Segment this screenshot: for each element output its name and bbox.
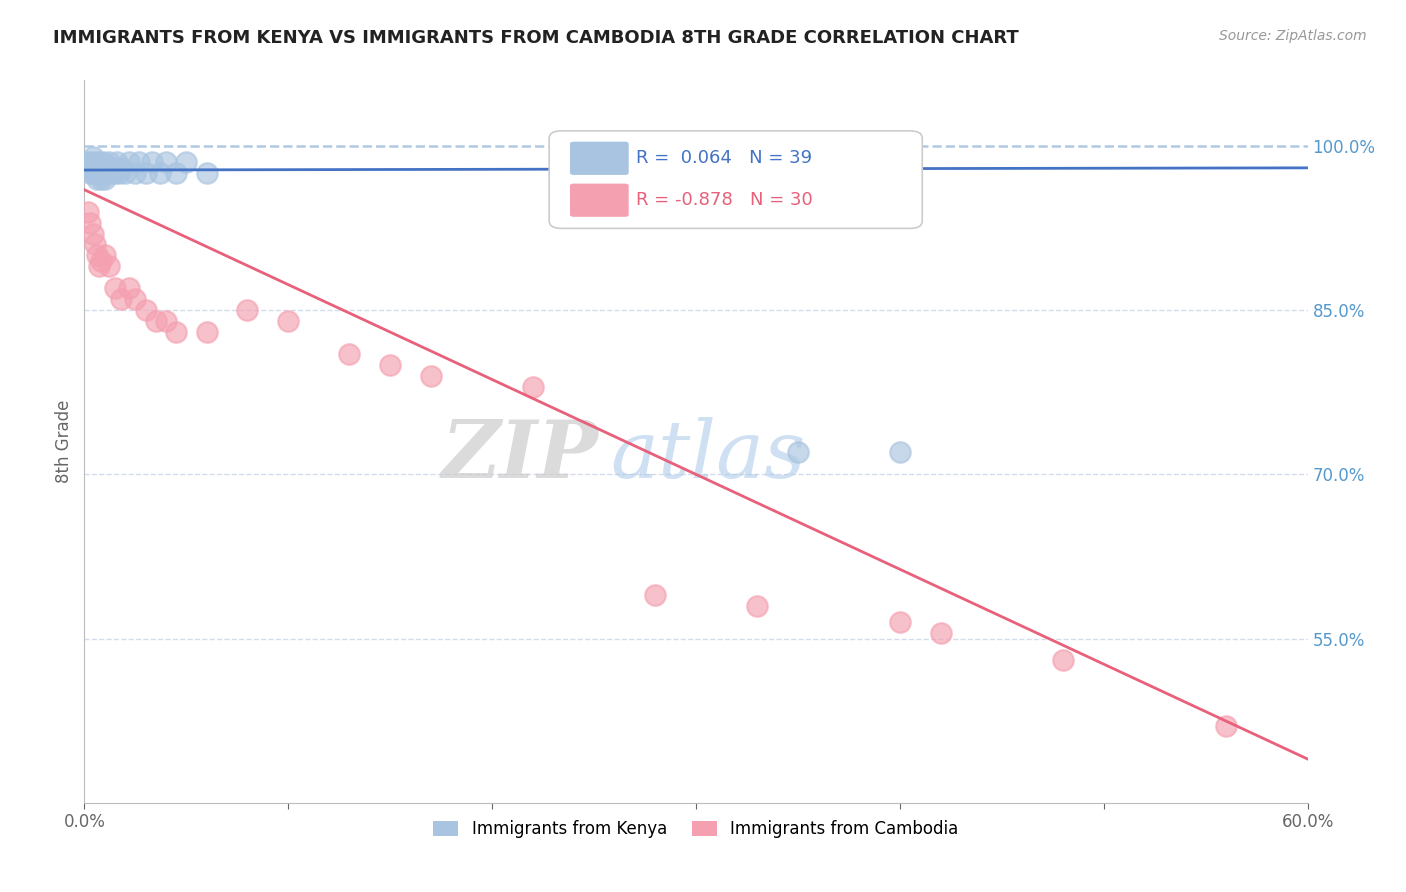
Point bbox=[90, 161, 112, 175]
Point bbox=[86, 171, 108, 186]
Point bbox=[114, 166, 136, 180]
Point bbox=[90, 253, 112, 268]
Legend: Immigrants from Kenya, Immigrants from Cambodia: Immigrants from Kenya, Immigrants from C… bbox=[426, 814, 966, 845]
Point bbox=[155, 155, 177, 169]
Point bbox=[93, 171, 115, 186]
Point bbox=[82, 150, 104, 164]
Point bbox=[420, 368, 443, 383]
Point bbox=[889, 615, 911, 630]
Point bbox=[77, 161, 100, 175]
Point bbox=[787, 445, 810, 459]
FancyBboxPatch shape bbox=[569, 184, 628, 217]
Point bbox=[104, 281, 127, 295]
Point bbox=[155, 314, 177, 328]
Point bbox=[110, 292, 132, 306]
Point bbox=[124, 292, 146, 306]
Text: Source: ZipAtlas.com: Source: ZipAtlas.com bbox=[1219, 29, 1367, 43]
Point bbox=[124, 166, 146, 180]
Point bbox=[83, 166, 105, 180]
Point bbox=[97, 260, 120, 274]
Point bbox=[79, 166, 101, 180]
Point bbox=[135, 303, 157, 318]
Point bbox=[82, 166, 104, 180]
Point bbox=[522, 380, 544, 394]
Point bbox=[644, 588, 666, 602]
Point bbox=[195, 166, 218, 180]
Point bbox=[110, 161, 132, 175]
Point bbox=[91, 155, 114, 169]
Point bbox=[339, 347, 361, 361]
Point bbox=[101, 161, 124, 175]
Text: ZIP: ZIP bbox=[441, 417, 598, 495]
Point bbox=[96, 166, 118, 180]
Point bbox=[105, 155, 128, 169]
Point bbox=[87, 260, 110, 274]
Point bbox=[87, 155, 110, 169]
Point bbox=[747, 599, 769, 613]
Point bbox=[87, 166, 110, 180]
Point bbox=[97, 155, 120, 169]
Point bbox=[93, 161, 115, 175]
Point bbox=[929, 626, 952, 640]
Text: atlas: atlas bbox=[610, 417, 806, 495]
Point bbox=[91, 166, 114, 180]
Point bbox=[165, 325, 187, 339]
Point bbox=[77, 204, 100, 219]
Point bbox=[1052, 653, 1074, 667]
Point bbox=[236, 303, 259, 318]
Y-axis label: 8th Grade: 8th Grade bbox=[55, 400, 73, 483]
Point bbox=[93, 248, 115, 262]
Point bbox=[79, 216, 101, 230]
Point bbox=[141, 155, 163, 169]
Point bbox=[108, 166, 131, 180]
Text: R = -0.878   N = 30: R = -0.878 N = 30 bbox=[636, 191, 813, 210]
Point bbox=[277, 314, 299, 328]
Point bbox=[128, 155, 150, 169]
Point bbox=[195, 325, 218, 339]
Point bbox=[165, 166, 187, 180]
Point bbox=[83, 155, 105, 169]
Point bbox=[100, 166, 122, 180]
Point bbox=[135, 166, 157, 180]
Point bbox=[86, 161, 108, 175]
Point bbox=[104, 166, 127, 180]
Point bbox=[86, 248, 108, 262]
Point bbox=[889, 445, 911, 459]
Point bbox=[90, 171, 112, 186]
Text: R =  0.064   N = 39: R = 0.064 N = 39 bbox=[636, 149, 813, 168]
Point bbox=[82, 227, 104, 241]
Point bbox=[145, 314, 167, 328]
FancyBboxPatch shape bbox=[569, 142, 628, 175]
Point bbox=[75, 155, 97, 169]
Point bbox=[380, 358, 402, 372]
Point bbox=[1215, 719, 1237, 733]
Point bbox=[149, 166, 172, 180]
FancyBboxPatch shape bbox=[550, 131, 922, 228]
Point bbox=[118, 281, 141, 295]
Point bbox=[83, 237, 105, 252]
Point bbox=[174, 155, 197, 169]
Point bbox=[79, 155, 101, 169]
Point bbox=[118, 155, 141, 169]
Text: IMMIGRANTS FROM KENYA VS IMMIGRANTS FROM CAMBODIA 8TH GRADE CORRELATION CHART: IMMIGRANTS FROM KENYA VS IMMIGRANTS FROM… bbox=[53, 29, 1019, 46]
